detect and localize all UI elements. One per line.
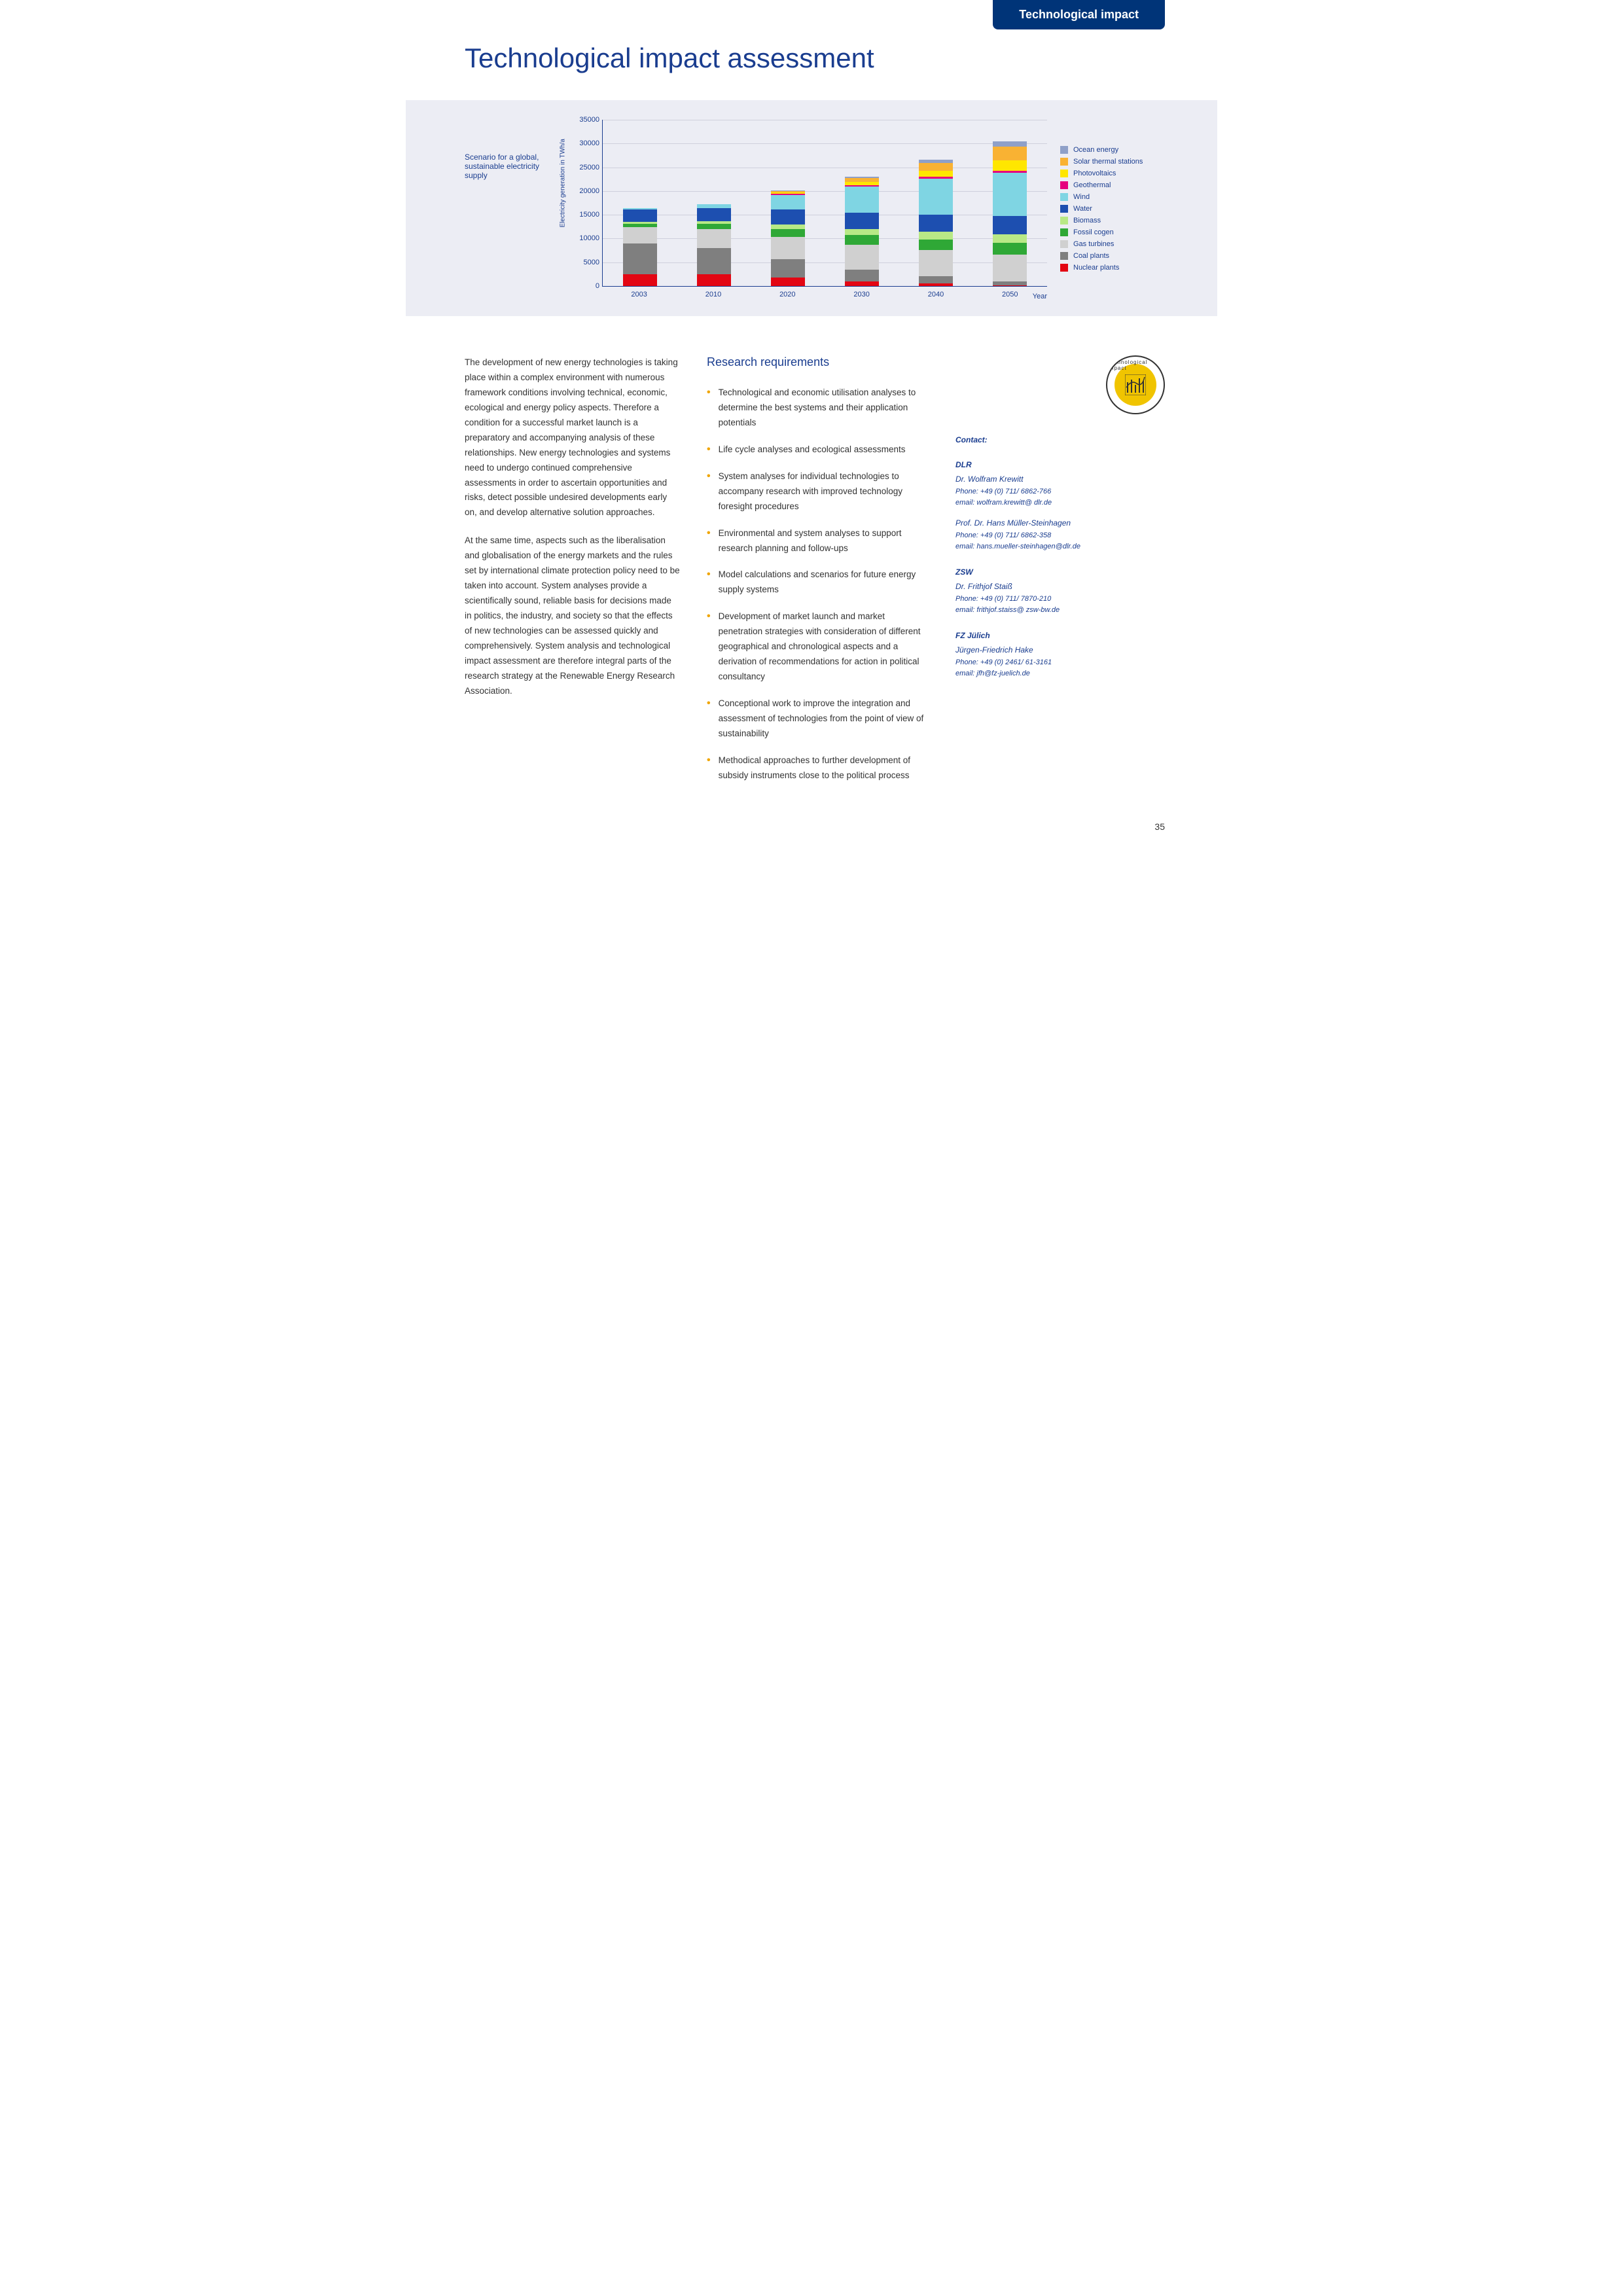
chart-ytick: 5000 xyxy=(570,259,599,266)
legend-item: Biomass xyxy=(1060,217,1165,224)
research-item: •Model calculations and scenarios for fu… xyxy=(707,567,929,598)
chart-ytick: 30000 xyxy=(570,139,599,147)
section-logo: Technological impact xyxy=(1106,355,1165,414)
chart-bar xyxy=(845,177,879,286)
chart-ytick: 10000 xyxy=(570,234,599,242)
legend-item: Ocean energy xyxy=(1060,146,1165,154)
research-item: •Environmental and system analyses to su… xyxy=(707,526,929,556)
legend-item: Coal plants xyxy=(1060,252,1165,260)
body-paragraph: The development of new energy technologi… xyxy=(465,355,681,520)
legend-item: Wind xyxy=(1060,193,1165,201)
chart-legend: Ocean energy Solar thermal stations Photov… xyxy=(1060,120,1165,303)
chart-ylabel: Electricity generation in TWh/a xyxy=(560,215,567,228)
chart-xaxis-label: Year xyxy=(1033,293,1047,300)
chart-ytick: 20000 xyxy=(570,187,599,195)
research-item: •Methodical approaches to further develo… xyxy=(707,753,929,783)
chart-xtick: 2040 xyxy=(919,287,953,303)
legend-item: Solar thermal stations xyxy=(1060,158,1165,166)
research-item: •System analyses for individual technolo… xyxy=(707,469,929,514)
chart-xtick: 2003 xyxy=(622,287,656,303)
chart-caption: Scenario for a global, sustainable elect… xyxy=(465,120,543,303)
research-requirements: Research requirements •Technological and… xyxy=(707,355,929,795)
chart-ytick: 0 xyxy=(570,282,599,290)
chart-icon xyxy=(1125,374,1146,395)
research-item: •Conceptional work to improve the integr… xyxy=(707,696,929,742)
chart-xtick: 2020 xyxy=(770,287,804,303)
research-item: •Development of market launch and market… xyxy=(707,609,929,685)
chart-ytick: 15000 xyxy=(570,211,599,219)
chart-ytick: 25000 xyxy=(570,164,599,171)
research-item: •Life cycle analyses and ecological asse… xyxy=(707,442,929,457)
legend-item: Water xyxy=(1060,205,1165,213)
chart-bar xyxy=(993,141,1027,286)
contact-heading: Contact: xyxy=(955,434,1165,446)
research-heading: Research requirements xyxy=(707,355,929,369)
contact-section: Contact: DLRDr. Wolfram KrewittPhone: +4… xyxy=(955,434,1165,679)
chart-xtick: 2010 xyxy=(696,287,730,303)
stacked-bar-chart: 05000100001500020000250003000035000 2003… xyxy=(569,120,1047,303)
legend-item: Nuclear plants xyxy=(1060,264,1165,272)
contact-org: DLRDr. Wolfram KrewittPhone: +49 (0) 711… xyxy=(955,459,1165,552)
research-item: •Technological and economic utilisation … xyxy=(707,386,929,431)
body-text: The development of new energy technologi… xyxy=(465,355,681,795)
legend-item: Geothermal xyxy=(1060,181,1165,189)
legend-item: Fossil cogen xyxy=(1060,228,1165,236)
chart-bar xyxy=(697,204,731,286)
page-title: Technological impact assessment xyxy=(465,43,1217,74)
page-number: 35 xyxy=(406,821,1217,858)
header-tab: Technological impact xyxy=(993,0,1165,29)
chart-section: Scenario for a global, sustainable elect… xyxy=(406,100,1217,316)
chart-xtick: 2030 xyxy=(845,287,879,303)
legend-item: Gas turbines xyxy=(1060,240,1165,248)
chart-xtick: 2050 xyxy=(993,287,1027,303)
chart-bar xyxy=(919,160,953,286)
contact-org: FZ JülichJürgen-Friedrich HakePhone: +49… xyxy=(955,630,1165,679)
legend-item: Photovoltaics xyxy=(1060,170,1165,177)
body-paragraph: At the same time, aspects such as the li… xyxy=(465,533,681,698)
chart-bar xyxy=(771,190,805,286)
chart-bar xyxy=(623,208,657,286)
contact-org: ZSWDr. Frithjof StaißPhone: +49 (0) 711/… xyxy=(955,566,1165,615)
chart-ytick: 35000 xyxy=(570,116,599,124)
